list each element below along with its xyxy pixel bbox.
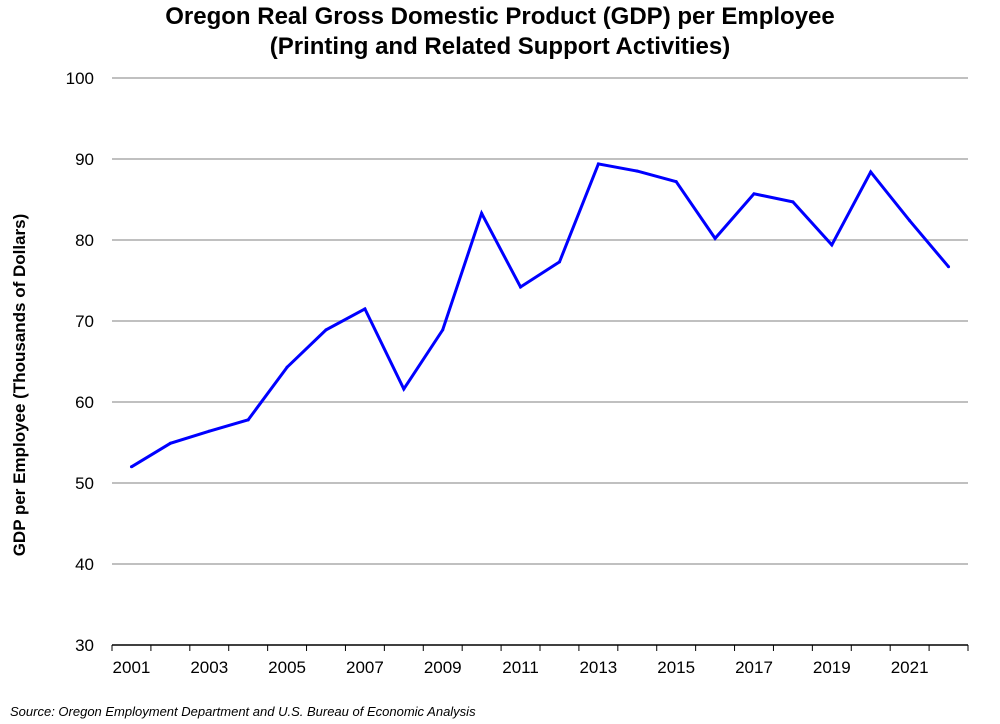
y-tick-label: 80 xyxy=(75,231,94,250)
data-point xyxy=(207,429,211,433)
y-tick-label: 90 xyxy=(75,150,94,169)
data-point xyxy=(635,169,639,173)
x-tick-label: 2005 xyxy=(268,658,306,677)
x-tick-label: 2001 xyxy=(113,658,151,677)
x-tick-label: 2009 xyxy=(424,658,462,677)
y-tick-label: 60 xyxy=(75,393,94,412)
data-point xyxy=(168,441,172,445)
data-point xyxy=(246,418,250,422)
x-tick-label: 2015 xyxy=(657,658,695,677)
data-point xyxy=(830,243,834,247)
data-point xyxy=(519,285,523,289)
data-point xyxy=(752,192,756,196)
data-point xyxy=(363,307,367,311)
series-line xyxy=(130,162,950,469)
data-point xyxy=(791,200,795,204)
data-point xyxy=(480,211,484,215)
y-tick-label: 40 xyxy=(75,555,94,574)
data-point xyxy=(596,162,600,166)
data-point xyxy=(285,365,289,369)
data-point xyxy=(674,180,678,184)
x-tick-label: 2013 xyxy=(579,658,617,677)
y-tick-label: 50 xyxy=(75,474,94,493)
x-tick-label: 2019 xyxy=(813,658,851,677)
x-tick-label: 2007 xyxy=(346,658,384,677)
data-point xyxy=(557,260,561,264)
y-tick-label: 100 xyxy=(66,69,94,88)
data-point xyxy=(441,328,445,332)
data-point xyxy=(402,387,406,391)
data-point xyxy=(324,328,328,332)
data-point xyxy=(947,265,951,269)
x-tick-label: 2011 xyxy=(502,658,539,677)
x-tick-label: 2021 xyxy=(891,658,929,677)
data-point xyxy=(908,219,912,223)
chart-title-line-1: Oregon Real Gross Domestic Product (GDP)… xyxy=(165,3,835,30)
chart-title-line-2: (Printing and Related Support Activities… xyxy=(269,33,731,60)
data-point xyxy=(869,170,873,174)
x-tick-label: 2003 xyxy=(190,658,228,677)
x-tick-label: 2017 xyxy=(735,658,773,677)
y-tick-label: 70 xyxy=(75,312,94,331)
chart-title: Oregon Real Gross Domestic Product (GDP)… xyxy=(0,2,1000,62)
data-point xyxy=(713,236,717,240)
data-point xyxy=(129,465,133,469)
source-note: Source: Oregon Employment Department and… xyxy=(10,704,476,719)
y-tick-label: 30 xyxy=(75,636,94,655)
